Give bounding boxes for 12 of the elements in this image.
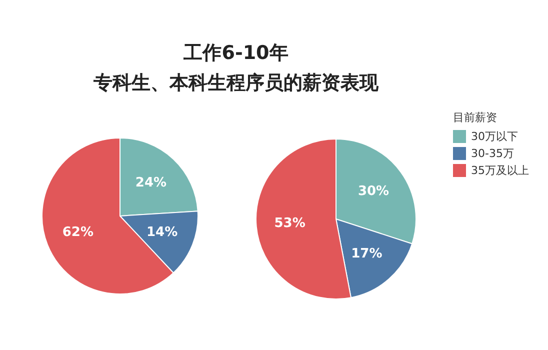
legend-label: 35万及以上 bbox=[471, 163, 529, 178]
legend-label: 30-35万 bbox=[471, 146, 514, 161]
legend-label: 30万以下 bbox=[471, 129, 518, 144]
data-label: 14% bbox=[146, 225, 178, 240]
data-label: 62% bbox=[62, 225, 94, 240]
data-label: 53% bbox=[274, 216, 306, 231]
chart-subtitle: 专科生、本科生程序员的薪资表现 bbox=[92, 71, 380, 96]
chart-title: 工作6-10年 bbox=[182, 41, 290, 66]
data-label: 30% bbox=[358, 184, 390, 200]
legend-title: 目前薪资 bbox=[453, 110, 498, 125]
data-label: 24% bbox=[135, 176, 167, 191]
data-label: 17% bbox=[351, 246, 382, 262]
